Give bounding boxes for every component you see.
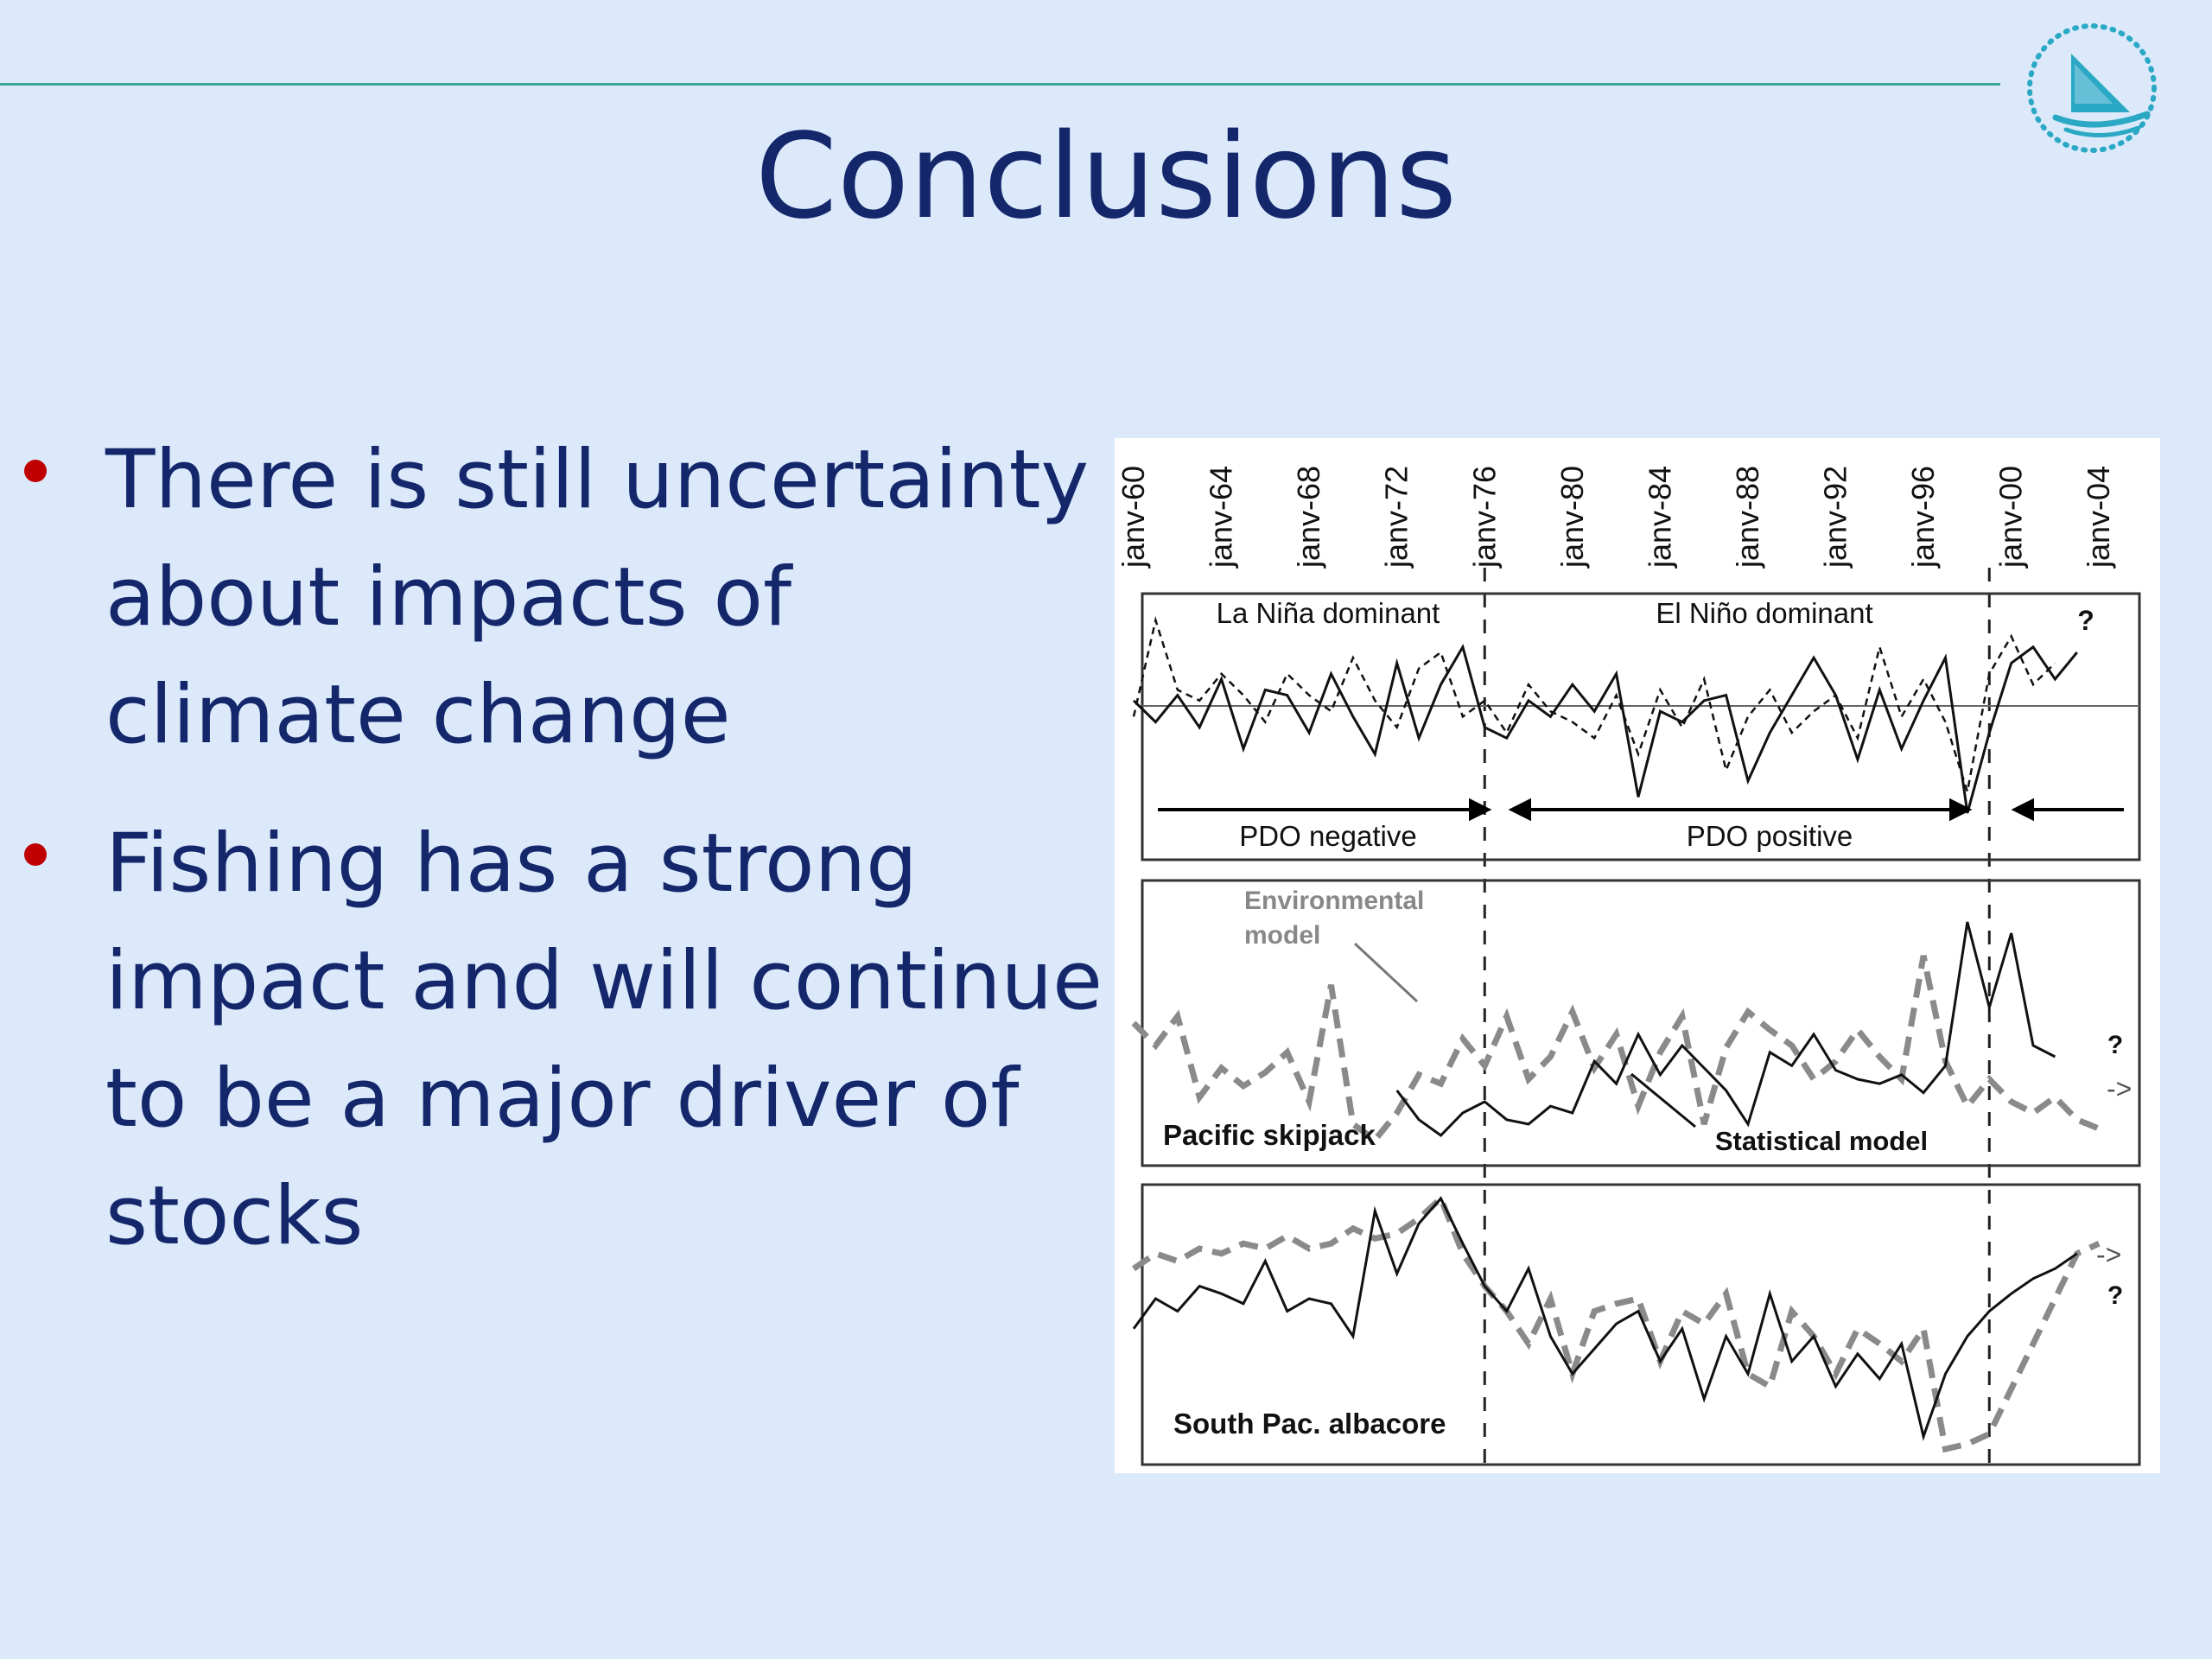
skipjack-title: Pacific skipjack xyxy=(1163,1119,1376,1151)
panel-albacore-series xyxy=(1132,1193,2101,1453)
pdo-arrows xyxy=(1158,798,2124,822)
climate-stock-figure: janv-60 janv-64 janv-68 janv-72 janv-76 janv-… xyxy=(1115,438,2160,1473)
series-solid-line xyxy=(1132,1196,2078,1441)
environmental-model-label: Environmental model xyxy=(1244,887,1424,950)
bullet-item: Fishing has a strong impact and will con… xyxy=(24,805,1113,1275)
pdo-positive-arrowhead-right xyxy=(1949,798,1973,822)
x-tick-label: janv-76 xyxy=(1466,466,1502,569)
x-tick-label: janv-88 xyxy=(1730,466,1765,569)
figure-svg: janv-60 janv-64 janv-68 janv-72 janv-76 janv-… xyxy=(1116,466,2141,1466)
x-tick-label: janv-64 xyxy=(1204,466,1239,569)
header-rule xyxy=(0,83,2000,86)
x-tick-label: janv-84 xyxy=(1642,466,1677,569)
index-dashed-line xyxy=(1132,616,2056,792)
bullet-list: There is still uncertainty about impacts… xyxy=(24,422,1113,1306)
panel-climate-series xyxy=(1132,616,2139,814)
statistical-model-pointer xyxy=(1630,1072,1696,1128)
bullet-text: Fishing has a strong impact and will con… xyxy=(105,817,1103,1263)
pdo-next-arrowhead xyxy=(2011,798,2034,822)
panel-skipjack-frame xyxy=(1141,879,2141,1167)
pdo-negative-arrowhead xyxy=(1469,798,1492,822)
x-tick-label: janv-04 xyxy=(2081,466,2116,569)
series-solid-line xyxy=(1395,921,2056,1137)
series-dashed-line xyxy=(1131,955,2101,1144)
panel-climate-frame xyxy=(1141,592,2141,861)
annotation-pdo-positive: PDO positive xyxy=(1687,820,1853,852)
index-solid-line xyxy=(1132,643,2078,814)
x-tick-label: janv-00 xyxy=(1993,466,2029,569)
annotation-question: ? xyxy=(2077,605,2094,636)
bullet-text: There is still uncertainty about impacts… xyxy=(105,433,1090,762)
albacore-arrow: -> xyxy=(2096,1239,2121,1270)
x-tick-label: janv-68 xyxy=(1291,466,1326,569)
regime-shift-lines xyxy=(1483,568,1991,1465)
slide-title: Conclusions xyxy=(754,109,1457,245)
x-tick-label: janv-80 xyxy=(1554,466,1590,569)
x-tick-label: janv-60 xyxy=(1116,466,1151,569)
x-tick-label: janv-72 xyxy=(1379,466,1414,569)
sail-logo-icon xyxy=(2027,23,2157,153)
panel-albacore-frame xyxy=(1141,1183,2141,1466)
albacore-question: ? xyxy=(2107,1281,2123,1310)
annotation-la-nina: La Niña dominant xyxy=(1217,597,1440,629)
x-tick-label: janv-96 xyxy=(1905,466,1941,569)
statistical-model-label: Statistical model xyxy=(1715,1126,1928,1156)
series-dashed-line xyxy=(1132,1193,2101,1453)
bullet-marker xyxy=(24,460,47,482)
x-tick-label: janv-92 xyxy=(1818,466,1853,569)
annotation-el-nino: El Niño dominant xyxy=(1656,597,1872,629)
x-tick-labels: janv-60 janv-64 janv-68 janv-72 janv-76 janv-… xyxy=(1116,466,2116,569)
annotation-pdo-negative: PDO negative xyxy=(1239,820,1416,852)
skipjack-arrow: -> xyxy=(2107,1073,2132,1104)
pdo-positive-arrowhead-left xyxy=(1508,798,1531,822)
environmental-model-pointer xyxy=(1353,942,1419,1003)
bullet-item: There is still uncertainty about impacts… xyxy=(24,422,1113,774)
bullet-marker xyxy=(24,843,47,866)
albacore-title: South Pac. albacore xyxy=(1173,1408,1446,1440)
panel-skipjack-series xyxy=(1131,921,2101,1144)
skipjack-question: ? xyxy=(2107,1031,2123,1059)
